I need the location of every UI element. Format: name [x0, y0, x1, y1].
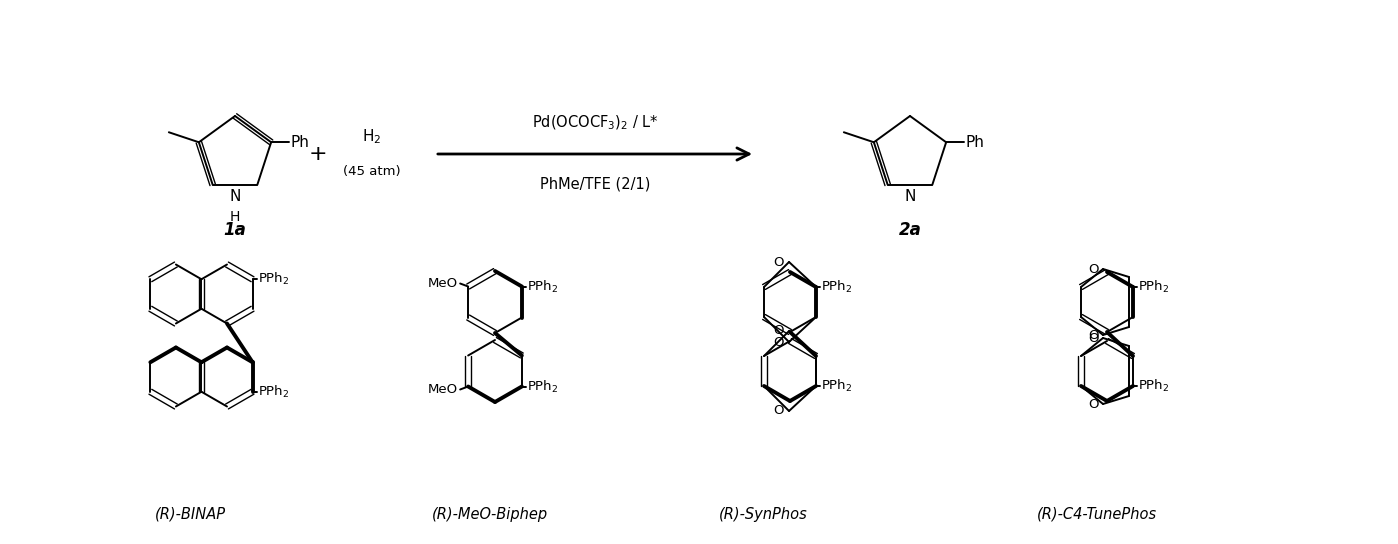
Text: PPh$_2$: PPh$_2$: [527, 279, 558, 294]
Text: O: O: [1089, 398, 1099, 411]
Text: Pd(OCOCF$_3$)$_2$ / L*: Pd(OCOCF$_3$)$_2$ / L*: [531, 114, 658, 132]
Text: O: O: [773, 325, 784, 337]
Text: +: +: [309, 144, 327, 164]
Text: Ph: Ph: [291, 135, 309, 150]
Text: PPh$_2$: PPh$_2$: [1138, 378, 1169, 394]
Text: Ph: Ph: [965, 135, 984, 150]
Text: (R)-SynPhos: (R)-SynPhos: [719, 506, 808, 522]
Text: N: N: [905, 189, 916, 204]
Text: PPh$_2$: PPh$_2$: [527, 379, 558, 394]
Text: PhMe/TFE (2/1): PhMe/TFE (2/1): [540, 176, 650, 191]
Text: O: O: [1089, 331, 1099, 344]
Text: PPh$_2$: PPh$_2$: [821, 279, 853, 295]
Text: O: O: [1089, 263, 1099, 275]
Text: (R)-BINAP: (R)-BINAP: [154, 506, 225, 522]
Text: MeO: MeO: [428, 277, 459, 290]
Text: MeO: MeO: [428, 383, 459, 396]
Text: (45 atm): (45 atm): [343, 164, 401, 177]
Text: PPh$_2$: PPh$_2$: [821, 378, 853, 394]
Text: 1a: 1a: [224, 221, 246, 239]
Text: PPh$_2$: PPh$_2$: [257, 271, 289, 287]
Text: PPh$_2$: PPh$_2$: [1138, 279, 1169, 295]
Text: (R)-C4-TunePhos: (R)-C4-TunePhos: [1037, 506, 1158, 522]
Text: N: N: [229, 189, 240, 204]
Text: H$_2$: H$_2$: [362, 128, 382, 146]
Text: O: O: [773, 405, 784, 417]
Text: 2a: 2a: [899, 221, 921, 239]
Text: H: H: [229, 210, 240, 224]
Text: O: O: [773, 256, 784, 269]
Text: (R)-MeO-Biphep: (R)-MeO-Biphep: [432, 506, 548, 522]
Text: O: O: [1089, 329, 1099, 342]
Text: O: O: [773, 336, 784, 349]
Text: PPh$_2$: PPh$_2$: [257, 384, 289, 400]
